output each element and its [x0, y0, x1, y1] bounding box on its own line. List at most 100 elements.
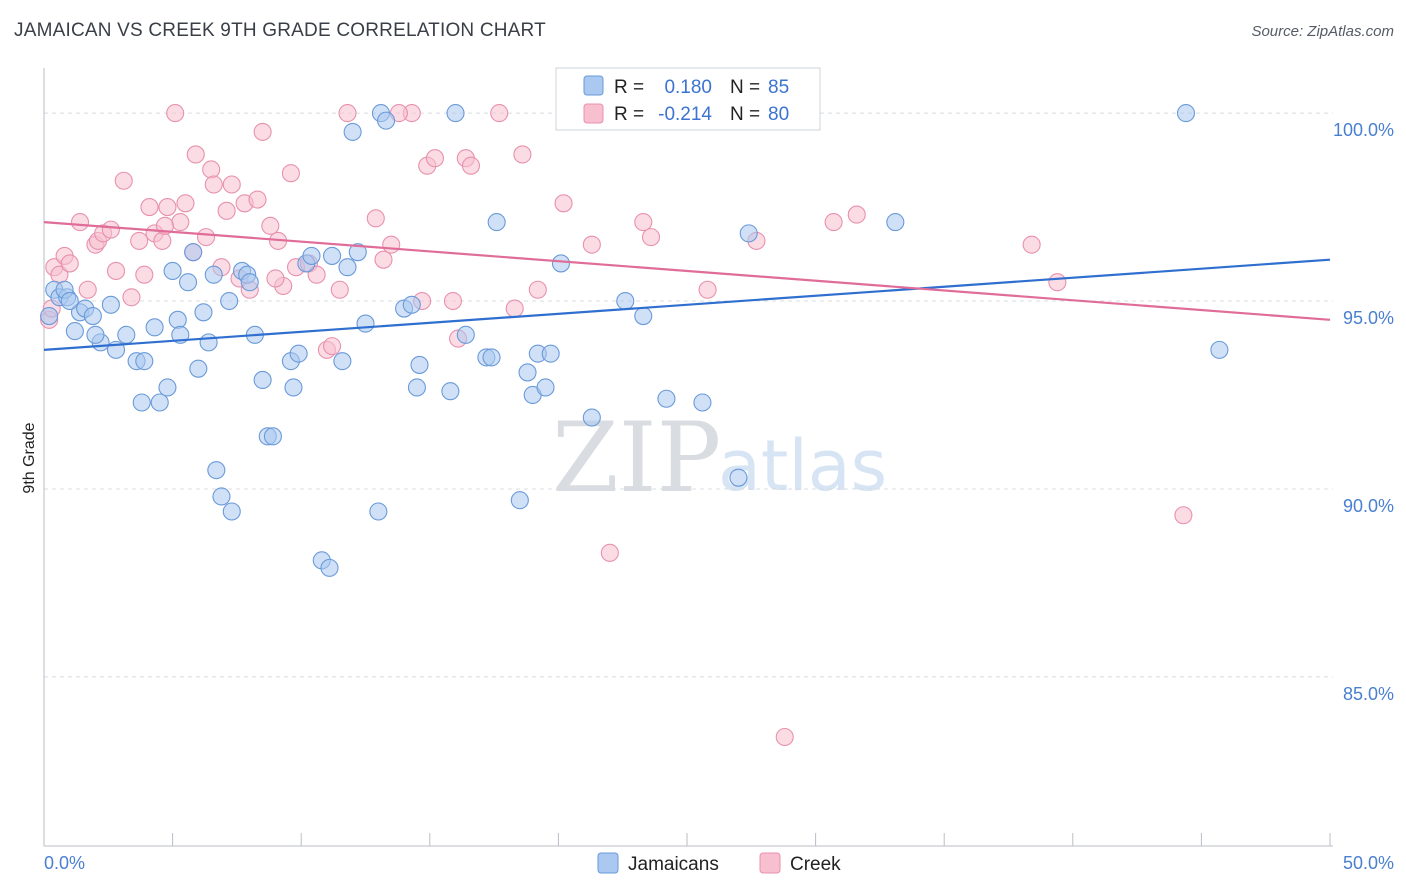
jamaicans-point [541, 344, 560, 363]
creek-point [1022, 235, 1041, 254]
x-axis-ticks [43, 833, 1331, 846]
series-legend-swatch-jamaicans [597, 852, 619, 874]
jamaicans-point [369, 502, 388, 521]
creek-point [202, 160, 221, 179]
creek-point [528, 280, 547, 299]
creek-point [261, 216, 280, 235]
jamaicans-point [446, 104, 465, 123]
jamaicans-point [1210, 340, 1229, 359]
creek-point [443, 291, 462, 311]
jamaicans-point [101, 295, 120, 314]
jamaicans-point [377, 111, 396, 130]
jamaicans-point [222, 502, 241, 521]
creek-point [582, 235, 601, 254]
creek-point [600, 543, 619, 562]
jamaicans-point [302, 246, 321, 265]
jamaicans-point [886, 213, 905, 232]
jamaicans-point [323, 246, 342, 265]
creek-point [60, 254, 79, 273]
jamaicans-point [333, 352, 352, 371]
jamaicans-point [199, 333, 218, 352]
creek-point [554, 194, 573, 213]
legend-r-label-2: R = [614, 104, 644, 125]
jamaicans-point [289, 344, 308, 363]
legend-swatch-jamaicans [583, 75, 604, 96]
jamaicans-point [487, 213, 506, 232]
jamaicans-point [168, 310, 187, 329]
creek-point [641, 228, 661, 247]
jamaicans-point [582, 408, 601, 427]
jamaicans-point [178, 273, 198, 292]
jamaicans-point [263, 427, 282, 446]
jamaicans-point [189, 359, 208, 378]
jamaicans-point [204, 265, 223, 284]
creek-point [106, 261, 126, 281]
creek-point [847, 205, 866, 224]
legend-n-value-creek: 80 [768, 104, 789, 125]
creek-point [70, 213, 90, 232]
jamaicans-point [616, 291, 635, 311]
jamaicans-point [86, 325, 105, 344]
creek-point [114, 171, 133, 190]
creek-point [698, 280, 717, 299]
creek-point [248, 190, 267, 209]
creek-point [461, 156, 481, 175]
creek-trend-line [43, 220, 1331, 321]
creek-point [196, 228, 216, 247]
jamaicans-point [410, 355, 429, 374]
legend-r-value-creek: -0.214 [658, 104, 712, 125]
jamaicans-point [729, 468, 748, 487]
jamaicans-point [220, 291, 239, 311]
y-tick-labels: 85.0% 90.0% 95.0% 100.0% [1333, 120, 1394, 704]
creek-point [634, 213, 653, 232]
series-legend-jamaicans: Jamaicans [628, 854, 719, 875]
jamaicans-point [117, 325, 136, 344]
jamaicans-point [65, 322, 84, 341]
creek-point [140, 198, 159, 217]
jamaicans-point [320, 558, 339, 577]
jamaicans-point [145, 318, 164, 337]
creek-point [130, 231, 149, 250]
creek-point [366, 209, 385, 228]
creek-point [78, 280, 97, 299]
jamaicans-point [135, 352, 154, 371]
creek-point [425, 149, 444, 168]
creek-point [1174, 506, 1193, 525]
jamaicans-point [1176, 104, 1196, 123]
creek-point [166, 104, 185, 123]
creek-point [281, 164, 300, 183]
jamaicans-point [510, 491, 529, 510]
jamaicans-point [402, 295, 421, 314]
jamaicans-point [634, 307, 653, 326]
jamaicans-point [518, 363, 537, 382]
y-axis-label: 9th Grade [21, 422, 38, 493]
creek-point [217, 201, 236, 220]
jamaicans-point [163, 261, 182, 281]
jamaicans-point [657, 389, 676, 408]
trend-lines [43, 220, 1331, 351]
grid-lines [44, 112, 1333, 678]
jamaicans-point [343, 122, 362, 141]
creek-point [101, 220, 120, 239]
creek-point [122, 288, 141, 307]
jamaicans-point [212, 487, 231, 506]
stats-legend: R = 0.180 N = 85 R = -0.214 N = 80 [555, 67, 821, 131]
jamaicans-point [407, 378, 426, 397]
jamaicans-point [83, 307, 102, 326]
legend-n-label-1: N = [730, 77, 760, 98]
creek-point [186, 145, 205, 164]
jamaicans-point [551, 254, 571, 273]
jamaicans-point [158, 378, 177, 397]
creek-point [374, 250, 393, 269]
creek-point [204, 175, 223, 194]
jamaicans-point [60, 291, 79, 311]
creek-point [382, 235, 401, 254]
y-tick-label: 85.0% [1343, 684, 1394, 704]
jamaicans-point [338, 258, 357, 277]
watermark-zip: ZIP [552, 402, 721, 514]
watermark-atlas: atlas [718, 425, 887, 507]
creek-point [158, 198, 177, 217]
creek-point [176, 194, 195, 213]
creek-point [153, 231, 172, 250]
y-tick-label: 95.0% [1343, 308, 1394, 328]
